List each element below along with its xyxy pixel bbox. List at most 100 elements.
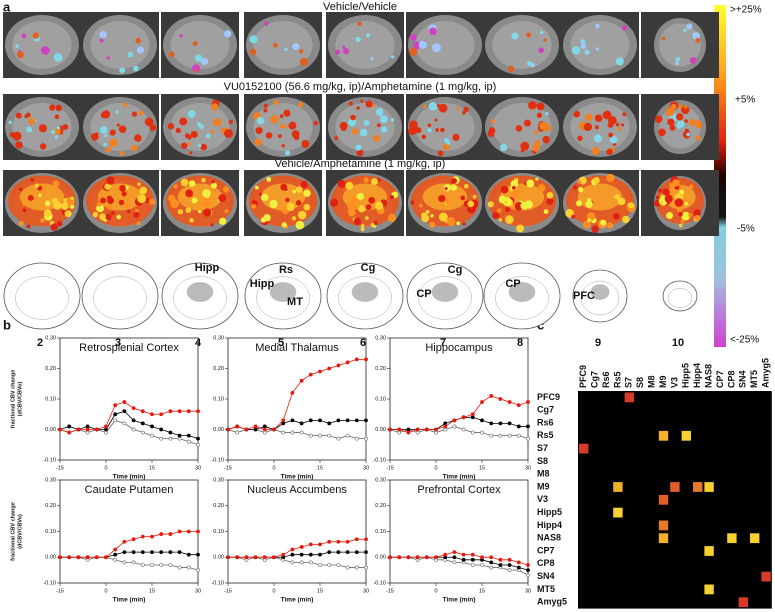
activation (585, 113, 593, 122)
column-label: Hipp4 (692, 363, 702, 388)
data-point (168, 550, 173, 555)
activation (504, 200, 508, 204)
activation (347, 208, 356, 217)
activation (15, 112, 22, 119)
data-point (397, 430, 402, 435)
atlas-inner (418, 276, 472, 320)
activation (278, 134, 282, 139)
activation (15, 44, 19, 49)
activation (600, 219, 607, 226)
activation (573, 110, 581, 118)
data-point (85, 424, 90, 429)
activation (511, 185, 516, 190)
data-point (122, 550, 127, 555)
y-tick-label: 0.10 (45, 396, 56, 402)
y-tick-label: -0.10 (43, 580, 56, 586)
activation (695, 121, 703, 129)
activation (358, 205, 366, 213)
data-point (327, 539, 332, 544)
row-label: Hipp4 (537, 520, 562, 530)
colorbar-label: <-25% (730, 335, 759, 346)
data-point (470, 415, 475, 420)
panel-label: a (3, 0, 11, 14)
activation (376, 177, 381, 182)
data-line (59, 410, 199, 440)
activation (429, 221, 436, 228)
x-tick-label: 30 (195, 465, 201, 471)
data-point (480, 563, 484, 567)
data-point (196, 552, 200, 557)
data-point (159, 412, 164, 417)
activation (443, 191, 448, 196)
activation (223, 30, 232, 38)
data-point (489, 421, 494, 426)
activation (16, 51, 24, 59)
data-line (227, 429, 366, 440)
activation (357, 192, 365, 200)
atlas-inner (256, 276, 310, 320)
data-point (196, 529, 200, 534)
scan-inner (415, 103, 475, 151)
activation (390, 117, 395, 122)
data-line (390, 556, 529, 576)
x-tick-label: -15 (224, 465, 232, 471)
activation (577, 179, 582, 184)
activation (191, 197, 198, 204)
activation (418, 40, 427, 49)
data-point (480, 555, 484, 560)
atlas-inner (15, 276, 69, 320)
activation (440, 127, 445, 133)
column-label: Amyg5 (760, 358, 770, 388)
data-point (406, 427, 411, 432)
data-point (226, 427, 230, 432)
x-tick-label: 0 (272, 465, 275, 471)
data-line (227, 358, 366, 430)
chart-title: Prefrontal Cortex (417, 484, 501, 496)
data-point (489, 565, 494, 570)
heatmap-cell (761, 571, 771, 582)
activation (593, 176, 600, 184)
x-tick-label: 0 (434, 588, 437, 594)
activation (415, 127, 422, 134)
data-point (122, 539, 127, 544)
data-point (336, 363, 341, 368)
data-point (253, 424, 258, 429)
activation (409, 34, 417, 41)
activation (124, 185, 129, 190)
data-point (140, 409, 145, 414)
data-point (159, 436, 164, 441)
activation (520, 148, 525, 153)
data-point (104, 424, 108, 429)
data-point (226, 555, 230, 560)
activation (580, 43, 587, 49)
data-point (177, 565, 182, 570)
data-point (168, 563, 173, 567)
atlas-region-label: Cg (361, 262, 376, 274)
activation (591, 225, 599, 233)
data-point (461, 427, 466, 432)
activation (614, 194, 620, 200)
column-label: Rs5 (612, 371, 622, 388)
data-point (186, 439, 191, 444)
activation (360, 99, 364, 103)
activation (680, 219, 685, 224)
activation (210, 223, 214, 227)
heatmap-cell (693, 482, 703, 492)
activation (342, 48, 350, 55)
brain-scan (81, 94, 159, 160)
activation (692, 31, 701, 40)
activation (168, 194, 176, 202)
x-axis-label: Time (min) (443, 474, 476, 481)
data-point (516, 433, 521, 438)
atlas-slice-number: 5 (278, 337, 284, 349)
activation (38, 124, 47, 133)
atlas-inner (580, 280, 620, 316)
activation (684, 119, 688, 123)
activation (599, 202, 603, 206)
activation (260, 217, 267, 223)
x-axis-label: Time (min) (281, 474, 314, 481)
data-point (290, 418, 295, 423)
data-point (168, 532, 173, 536)
y-tick-label: 0.00 (45, 427, 56, 433)
data-point (113, 547, 118, 552)
